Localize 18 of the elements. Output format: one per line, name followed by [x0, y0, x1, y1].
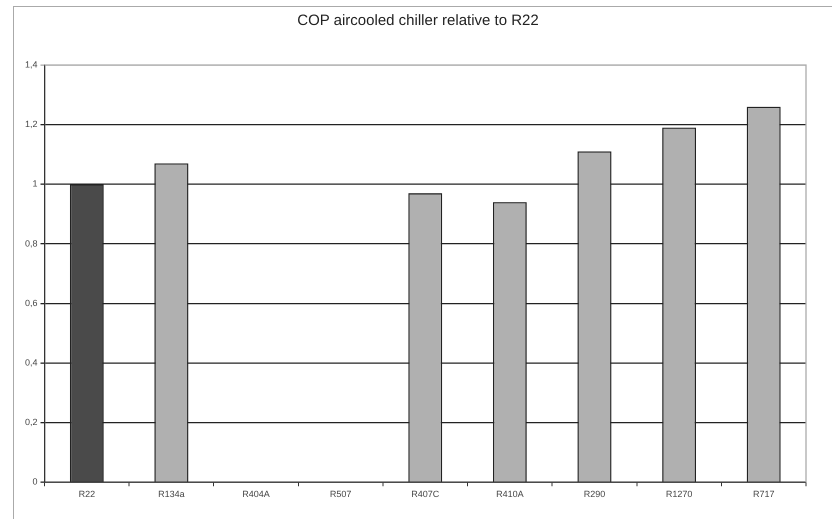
y-tick-label: 0,2 [24, 417, 38, 428]
x-tick-label: R410A [496, 489, 524, 500]
x-tick-label: R1270 [666, 489, 692, 500]
x-tick-label: R507 [330, 489, 352, 500]
x-tick-label: R717 [752, 489, 774, 500]
x-tick-label: R404A [242, 489, 270, 500]
x-tick-label: R22 [78, 489, 96, 500]
y-tick-label: 1 [32, 178, 38, 189]
x-tick-label: R134a [158, 489, 185, 500]
chart-title: COP aircooled chiller relative to R22 [296, 12, 540, 29]
y-tick-label: 0,8 [24, 238, 38, 248]
y-tick-label: 0,6 [24, 298, 38, 308]
x-tick-label: R407C [411, 489, 440, 500]
y-tick-label: 1,4 [24, 59, 38, 70]
x-tick-label: R290 [584, 489, 606, 500]
y-tick-label: 0,4 [24, 357, 38, 368]
y-tick-label: 1,2 [24, 119, 38, 130]
y-tick-label: 0 [32, 476, 38, 487]
